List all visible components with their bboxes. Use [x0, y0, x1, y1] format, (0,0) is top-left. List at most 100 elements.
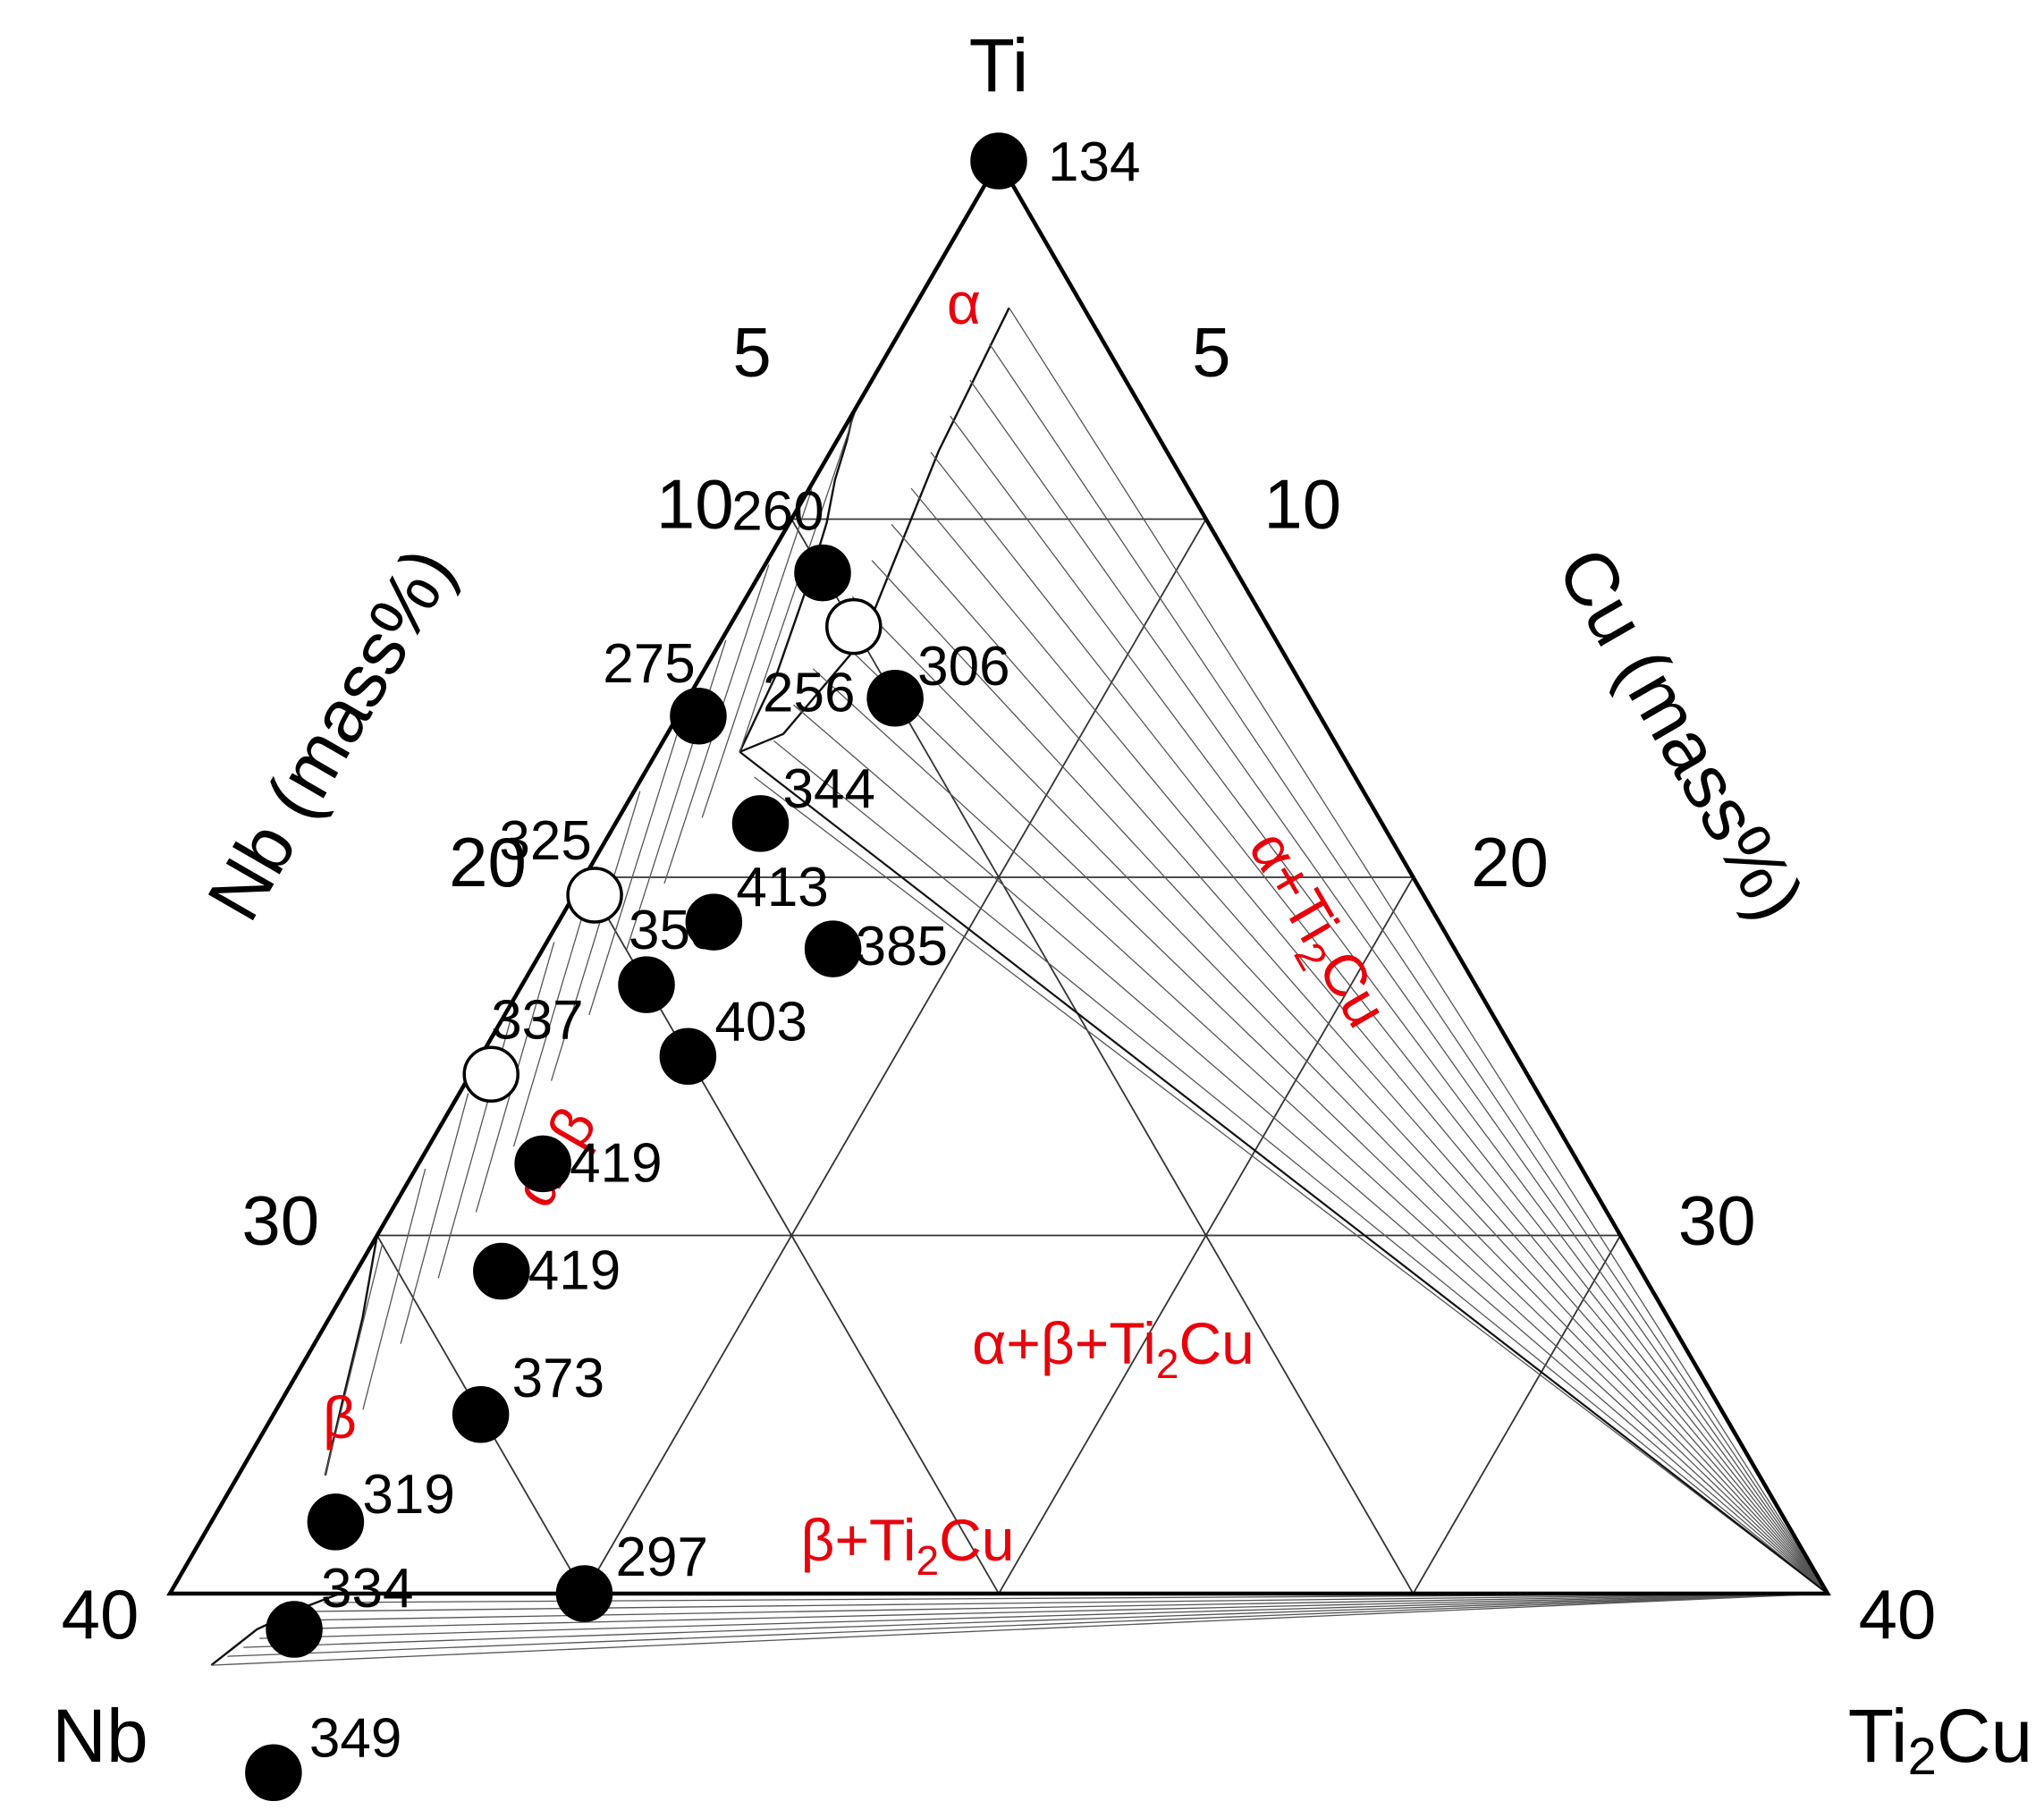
- tie-line-alpha-ti2cu: [950, 415, 1829, 1594]
- tie-line-alpha-ti2cu: [891, 523, 1829, 1594]
- data-point-label-334: 334: [321, 1558, 413, 1620]
- boundary-alpha-beta: [739, 411, 855, 753]
- data-point-label-419: 419: [528, 1240, 621, 1302]
- tie-line-alpha-ti2cu: [1009, 307, 1829, 1594]
- data-point-385: [804, 920, 862, 977]
- data-point-label-260: 260: [731, 481, 824, 543]
- region-label-tail: Cu: [1178, 1310, 1254, 1376]
- tie-line-alpha-beta: [362, 1168, 427, 1410]
- tie-line-beta-ti2cu: [291, 1593, 1829, 1621]
- phase-boundaries: [210, 307, 1829, 1667]
- data-point-label-349: 349: [309, 1707, 401, 1769]
- corner-label-bottom-left: Nb: [52, 1694, 148, 1778]
- data-point-349: [245, 1744, 302, 1801]
- grid-line-cu-30: [1412, 1235, 1622, 1594]
- grid-line-cu-10: [583, 519, 1207, 1594]
- tie-line-alpha-ti2cu: [969, 379, 1829, 1594]
- tie-line-alpha-ti2cu: [930, 452, 1829, 1594]
- data-point-label-325: 325: [499, 810, 591, 872]
- tie-line-beta-ti2cu: [243, 1593, 1829, 1648]
- tie-line-alpha-ti2cu: [754, 776, 1829, 1594]
- tick-label-nb-10: 10: [656, 465, 734, 544]
- region-label-subscript: 2: [1156, 1341, 1179, 1387]
- data-point-label-385: 385: [856, 916, 948, 977]
- tick-label-cu-30: 30: [1678, 1181, 1756, 1260]
- data-point-306: [866, 670, 924, 727]
- data-point-label-256: 256: [763, 663, 855, 724]
- tie-line-beta-ti2cu: [211, 1593, 1829, 1666]
- tick-label-nb-5: 5: [732, 312, 771, 391]
- region-label-alpha: α: [947, 270, 981, 336]
- data-point-label-413: 413: [736, 857, 828, 918]
- tie-line-alpha-ti2cu: [989, 343, 1829, 1594]
- corner-label-bottom-right-base: Ti: [1848, 1694, 1908, 1778]
- data-point-label-419: 419: [570, 1132, 662, 1194]
- data-point-373: [452, 1386, 510, 1443]
- axis-title-nb: Nb (mass%): [191, 534, 470, 934]
- tick-label-cu-20: 20: [1471, 823, 1549, 901]
- data-point-275: [670, 688, 727, 745]
- tick-label-cu-5: 5: [1192, 312, 1230, 391]
- tick-label-nb-20: 20: [449, 823, 527, 901]
- data-point-134: [970, 132, 1027, 190]
- data-point-label-319: 319: [362, 1464, 454, 1526]
- tie-line-alpha-ti2cu: [910, 487, 1829, 1594]
- data-point-344: [731, 795, 790, 852]
- region-label-text: α: [947, 270, 981, 336]
- data-point-337: [462, 1045, 519, 1104]
- tie-line-alpha-beta: [550, 791, 641, 1081]
- tie-line-alpha-beta: [400, 1093, 469, 1344]
- data-point-419: [514, 1135, 571, 1193]
- data-point-label-403: 403: [714, 991, 807, 1053]
- tie-line-beta-ti2cu: [275, 1593, 1829, 1630]
- tick-label-cu-40: 40: [1859, 1575, 1937, 1654]
- data-point-label-306: 306: [917, 636, 1009, 698]
- tie-line-alpha-ti2cu: [792, 704, 1829, 1594]
- tie-line-beta-ti2cu: [227, 1593, 1829, 1657]
- data-point-325: [566, 867, 623, 924]
- data-point-label-344: 344: [782, 758, 874, 820]
- tie-line-beta-ti2cu: [259, 1593, 1829, 1639]
- corner-label-bottom-right-subscript: 2: [1908, 1728, 1937, 1786]
- tie-line-alpha-ti2cu: [832, 631, 1829, 1594]
- tick-label-cu-10: 10: [1263, 465, 1341, 544]
- region-label-text: α+Ti: [1237, 819, 1352, 952]
- tie-line-alpha-ti2cu: [851, 596, 1829, 1594]
- corner-label-bottom-right: Ti2Cu: [1848, 1694, 2033, 1786]
- data-point-label-297: 297: [616, 1527, 708, 1588]
- data-point-334: [266, 1601, 323, 1658]
- data-point-419: [473, 1242, 530, 1300]
- data-point-label-353: 353: [629, 900, 721, 961]
- tie-line-alpha-beta: [325, 1244, 384, 1476]
- region-label-beta: β: [323, 1384, 357, 1451]
- corner-label-top: Ti: [969, 23, 1029, 107]
- region-label-alpha-beta-ti2cu: α+β+Ti2Cu: [972, 1310, 1254, 1387]
- data-point-label-373: 373: [512, 1348, 604, 1409]
- tie-line-alpha-ti2cu: [812, 668, 1829, 1594]
- corner-label-bottom-right-tail: Cu: [1937, 1694, 2032, 1778]
- data-point-413: [685, 893, 743, 951]
- data-point-256: [825, 597, 883, 655]
- data-point-297: [555, 1565, 613, 1622]
- tie-line-alpha-beta: [701, 488, 813, 818]
- data-point-319: [307, 1493, 365, 1551]
- tie-line-alpha-beta: [588, 715, 684, 1016]
- tie-line-alpha-ti2cu: [773, 740, 1829, 1594]
- region-label-text: α+β+Ti: [972, 1310, 1156, 1376]
- region-label-text: β: [323, 1384, 357, 1451]
- data-points: 134 260 256 306 275 344 385 413 325 353 403 337 419 4…: [245, 131, 1140, 1801]
- grid-line-cu-20: [998, 876, 1415, 1594]
- tie-line-alpha-ti2cu: [871, 560, 1829, 1594]
- region-label-subscript: 2: [916, 1537, 940, 1584]
- data-point-label-275: 275: [603, 633, 695, 695]
- data-point-label-337: 337: [491, 989, 583, 1051]
- data-point-353: [618, 956, 675, 1013]
- boundary-three-phase-upper: [739, 750, 1829, 1594]
- data-point-260: [794, 544, 851, 602]
- tick-labels: 5 10 20 30 40 5 10 20 30 40: [62, 312, 1937, 1654]
- region-label-text: β+Ti: [800, 1507, 916, 1573]
- tick-label-nb-40: 40: [62, 1575, 139, 1654]
- region-label-alpha-ti2cu: α+Ti2Cu: [1228, 819, 1401, 1043]
- data-point-label-134: 134: [1048, 131, 1140, 193]
